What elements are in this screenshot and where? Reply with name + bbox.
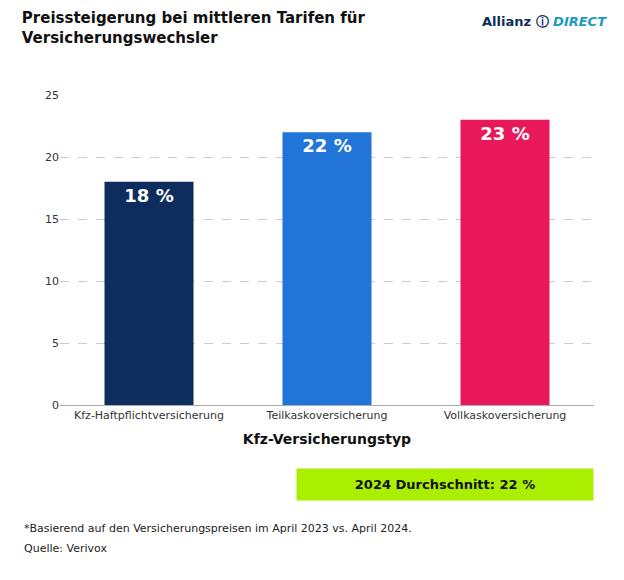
svg-text:20: 20 [45,151,59,164]
svg-text:Quelle: Verivox: Quelle: Verivox [24,542,107,555]
svg-text:Allianz ⓘ DIRECT: Allianz ⓘ DIRECT [482,14,607,29]
svg-text:25: 25 [45,89,59,102]
svg-text:Preissteigerung bei mittleren: Preissteigerung bei mittleren Tarifen fü… [22,9,366,47]
svg-text:Vollkaskoversicherung: Vollkaskoversicherung [444,409,567,422]
svg-text:0: 0 [52,399,59,412]
svg-text:2024 Durchschnitt: 22 %: 2024 Durchschnitt: 22 % [355,477,535,492]
svg-text:22 %: 22 % [302,135,351,156]
svg-text:10: 10 [45,275,59,288]
svg-text:*Basierend auf den Versicherun: *Basierend auf den Versicherungspreisen … [24,522,412,535]
svg-text:Kfz-Haftpflichtversicherung: Kfz-Haftpflichtversicherung [74,409,224,422]
svg-text:5: 5 [52,337,59,350]
svg-text:Teilkaskoversicherung: Teilkaskoversicherung [266,409,388,422]
svg-text:23 %: 23 % [480,123,529,144]
svg-text:15: 15 [45,213,59,226]
svg-text:18 %: 18 % [124,185,173,206]
svg-text:Kfz-Versicherungstyp: Kfz-Versicherungstyp [243,431,411,447]
